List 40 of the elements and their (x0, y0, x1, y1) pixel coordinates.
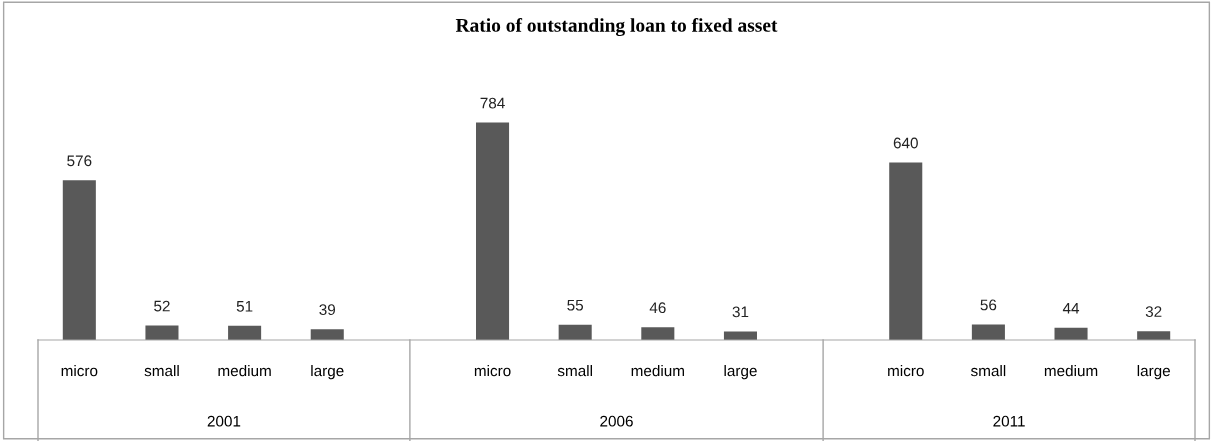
x-tick-label: medium (631, 365, 684, 377)
data-label: 784 (480, 97, 505, 109)
bar (62, 180, 96, 340)
data-label: 31 (732, 306, 749, 318)
x-tick-label: small (144, 365, 179, 377)
x-tick-label: small (970, 365, 1006, 377)
bar (971, 324, 1005, 340)
data-label: 51 (236, 301, 253, 312)
bar (1054, 327, 1088, 340)
x-tick-label: large (1137, 365, 1170, 380)
data-label: 39 (319, 304, 336, 316)
text: 2011 (993, 415, 1025, 427)
x-tick-label: large (724, 365, 757, 380)
x-tick-label: micro (61, 365, 98, 377)
data-label: 640 (893, 137, 918, 149)
bar (723, 331, 757, 340)
bar (1137, 331, 1171, 340)
data-label: 55 (567, 299, 584, 311)
bar (476, 122, 510, 340)
data-label: 44 (1062, 303, 1080, 314)
data-label: 576 (67, 155, 92, 167)
x-tick-label: small (557, 365, 592, 377)
data-label: 52 (154, 300, 170, 312)
data-label: 46 (649, 302, 666, 314)
x-tick-label: micro (474, 365, 511, 377)
bar (558, 324, 592, 340)
chart-title: Ratio of outstanding loan to fixed asset (455, 17, 778, 36)
x-tick-label: micro (888, 365, 924, 377)
x-tick-label: medium (1044, 365, 1098, 377)
bar (310, 329, 344, 340)
bar (889, 162, 923, 340)
x-tick-label: medium (218, 365, 271, 377)
text: 2006 (600, 415, 633, 427)
bar (145, 325, 179, 340)
bar (641, 327, 675, 340)
text: 2001 (207, 415, 241, 427)
bar (228, 325, 262, 340)
x-tick-label: large (311, 365, 344, 380)
data-label: 56 (980, 299, 997, 311)
data-label: 32 (1145, 306, 1162, 317)
